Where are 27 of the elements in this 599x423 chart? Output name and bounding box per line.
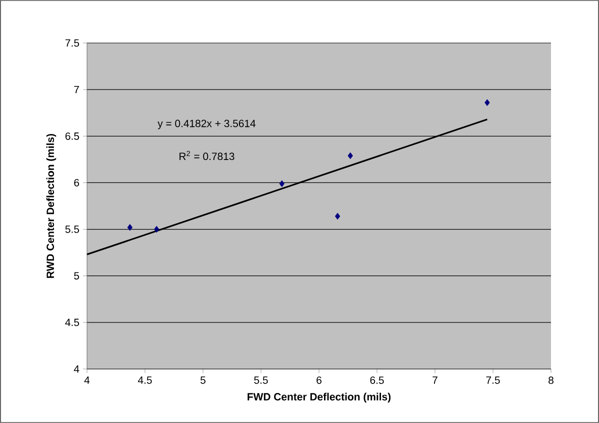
y-tick-label: 7.5 <box>65 39 80 47</box>
x-axis-title: FWD Center Deflection (mils) <box>248 392 391 403</box>
y-axis-title: RWD Center Deflection (mils) <box>46 134 56 278</box>
point <box>279 180 284 188</box>
x-tick-label: 7.5 <box>486 376 500 384</box>
x-tick-label: 8 <box>548 376 554 384</box>
x-tick-label: 6.5 <box>370 376 384 384</box>
x-tick-label: 5 <box>200 376 206 384</box>
point <box>334 212 340 220</box>
x-tick-label: 6 <box>316 376 322 384</box>
point <box>348 152 353 160</box>
x-tick-label: 5.5 <box>254 376 268 384</box>
y-tick-label: 5 <box>74 272 80 280</box>
x-tick-label: 4.5 <box>138 376 152 384</box>
y-tick-label: 6 <box>74 179 80 186</box>
point <box>154 226 160 233</box>
point <box>127 224 133 231</box>
annotation: R$^{2}$ = 0.7813 <box>180 150 234 160</box>
y-tick-label: 4 <box>74 365 80 373</box>
y-tick-label: 5.5 <box>65 226 80 233</box>
point <box>484 99 490 106</box>
y-tick-label: 7 <box>74 86 79 94</box>
y-tick-label: 6.5 <box>65 132 80 140</box>
annotation: y = 0.4182x + 3.5614 <box>158 120 256 130</box>
x-tick-label: 4 <box>84 376 90 384</box>
x-tick-label: 7 <box>432 376 438 384</box>
y-tick-label: 4.5 <box>65 318 80 326</box>
